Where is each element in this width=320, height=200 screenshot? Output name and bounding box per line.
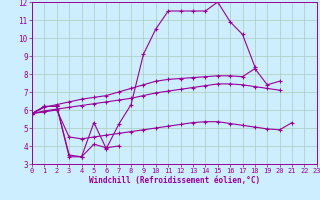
X-axis label: Windchill (Refroidissement éolien,°C): Windchill (Refroidissement éolien,°C) (89, 176, 260, 185)
